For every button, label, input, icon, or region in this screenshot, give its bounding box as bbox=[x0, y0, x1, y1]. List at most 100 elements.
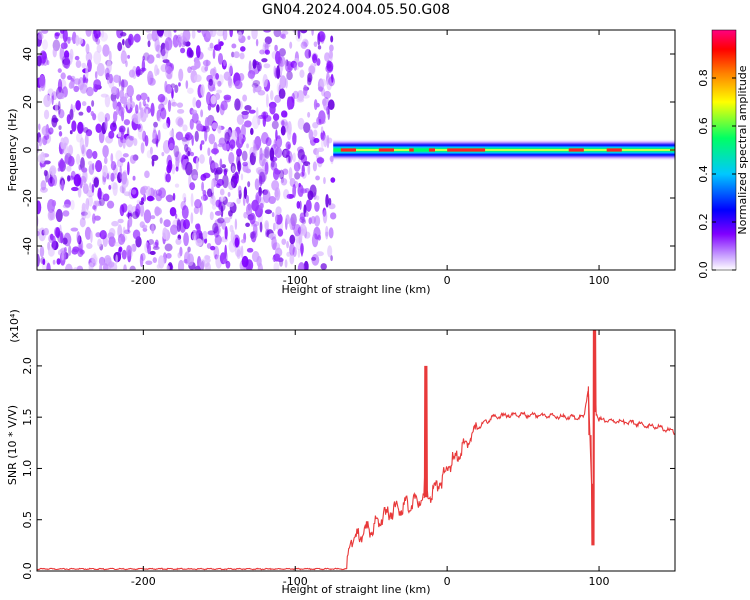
noise-blob bbox=[51, 117, 59, 123]
noise-blob bbox=[60, 42, 68, 50]
noise-blob bbox=[195, 45, 201, 59]
noise-blob bbox=[58, 125, 62, 131]
noise-blob bbox=[251, 115, 260, 130]
noise-blob bbox=[205, 91, 212, 106]
snr-frame bbox=[36, 329, 676, 572]
noise-blob bbox=[93, 30, 101, 39]
noise-blob bbox=[167, 99, 172, 112]
noise-blob bbox=[91, 100, 95, 107]
noise-blob bbox=[42, 258, 46, 266]
spectrogram-y-tick-label: 20 bbox=[21, 95, 34, 109]
noise-blob bbox=[259, 202, 264, 209]
noise-blob bbox=[325, 194, 329, 208]
spectrogram-plot-area bbox=[37, 30, 675, 270]
noise-blob bbox=[257, 116, 261, 126]
noise-blob bbox=[217, 217, 225, 224]
noise-blob bbox=[38, 74, 46, 88]
noise-blob bbox=[91, 162, 95, 171]
spectrogram-x-tick-label: -100 bbox=[283, 274, 308, 287]
noise-blob bbox=[271, 236, 277, 251]
noise-blob bbox=[231, 43, 237, 49]
noise-blob bbox=[120, 79, 129, 88]
noise-blob bbox=[307, 163, 311, 176]
noise-blob bbox=[179, 246, 183, 257]
noise-blob bbox=[67, 145, 74, 156]
noise-blob bbox=[146, 195, 154, 202]
noise-blob bbox=[286, 241, 290, 249]
noise-blob bbox=[173, 145, 180, 158]
noise-blob bbox=[241, 238, 246, 244]
noise-blob bbox=[296, 201, 301, 209]
noise-blob bbox=[220, 205, 224, 218]
noise-blob bbox=[323, 134, 328, 148]
noise-blob bbox=[64, 154, 69, 164]
noise-blob bbox=[119, 165, 122, 180]
noise-blob bbox=[107, 263, 111, 270]
noise-blob bbox=[245, 194, 250, 204]
noise-blob bbox=[163, 30, 169, 36]
noise-blob bbox=[91, 183, 95, 193]
noise-blob bbox=[194, 59, 201, 69]
noise-blob bbox=[280, 60, 284, 72]
noise-blob bbox=[182, 30, 191, 42]
noise-blob bbox=[238, 73, 245, 82]
noise-blob bbox=[62, 142, 68, 155]
noise-blob bbox=[240, 46, 246, 52]
noise-blob bbox=[222, 30, 228, 41]
noise-blob bbox=[299, 69, 305, 78]
noise-blob bbox=[200, 109, 204, 118]
noise-blob bbox=[310, 215, 316, 224]
noise-blob bbox=[43, 109, 50, 120]
noise-blob bbox=[82, 183, 89, 195]
noise-blob bbox=[274, 44, 278, 52]
noise-blob bbox=[296, 97, 305, 103]
noise-blob bbox=[55, 227, 61, 239]
noise-blob bbox=[171, 101, 178, 107]
noise-blob bbox=[67, 75, 72, 81]
noise-blob bbox=[193, 74, 202, 83]
noise-blob bbox=[246, 143, 250, 149]
noise-blob bbox=[183, 196, 187, 203]
noise-blob bbox=[308, 129, 314, 141]
noise-blob bbox=[199, 259, 206, 269]
noise-blob bbox=[271, 120, 279, 130]
noise-blob bbox=[63, 57, 71, 69]
noise-blob bbox=[196, 123, 204, 132]
noise-blob bbox=[249, 231, 255, 240]
noise-blob bbox=[314, 201, 320, 212]
noise-blob bbox=[85, 65, 89, 79]
noise-blob bbox=[104, 94, 111, 108]
noise-blob bbox=[271, 180, 280, 191]
noise-blob bbox=[95, 159, 103, 173]
noise-blob bbox=[281, 238, 287, 246]
spectrogram-x-axis-label: Height of straight line (km) bbox=[281, 283, 430, 296]
noise-blob bbox=[220, 100, 228, 111]
noise-blob bbox=[316, 251, 324, 257]
noise-blob bbox=[67, 36, 71, 44]
snr-x-tick-label: -100 bbox=[283, 575, 308, 588]
noise-blob bbox=[219, 196, 226, 202]
noise-blob bbox=[37, 33, 44, 40]
noise-blob bbox=[61, 180, 64, 192]
noise-blob bbox=[81, 144, 87, 157]
noise-blob bbox=[150, 102, 155, 117]
noise-blob bbox=[165, 66, 173, 80]
noise-blob bbox=[222, 142, 230, 151]
noise-blob bbox=[187, 253, 194, 266]
noise-blob bbox=[82, 169, 88, 184]
noise-blob bbox=[280, 125, 286, 136]
snr-x-axis: -200 -100 0 100 bbox=[131, 330, 610, 588]
noise-blob bbox=[139, 253, 144, 268]
noise-blob bbox=[39, 50, 47, 64]
noise-blob bbox=[244, 105, 252, 111]
noise-blob bbox=[69, 48, 74, 60]
noise-blob bbox=[98, 197, 105, 207]
noise-blob bbox=[191, 231, 200, 241]
noise-blob bbox=[289, 254, 295, 265]
noise-blob bbox=[210, 162, 219, 170]
noise-blob bbox=[121, 203, 128, 213]
signal-peak bbox=[409, 148, 414, 152]
noise-blob bbox=[259, 147, 263, 161]
noise-blob bbox=[269, 103, 276, 115]
snr-x-tick-label: 100 bbox=[589, 575, 610, 588]
